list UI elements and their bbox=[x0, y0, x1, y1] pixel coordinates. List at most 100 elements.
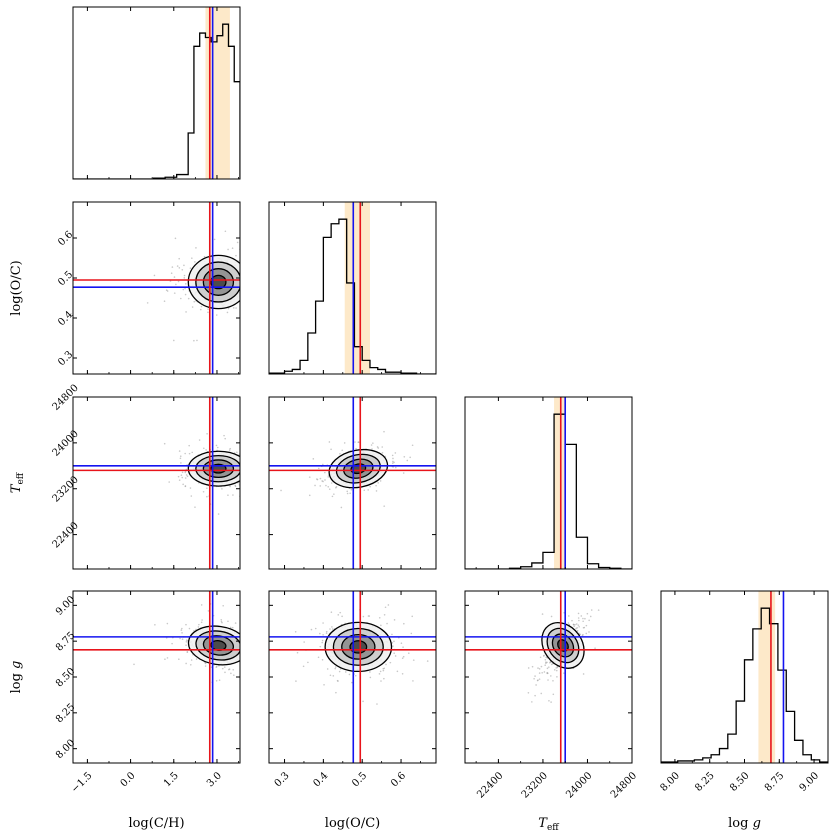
sample-point bbox=[249, 256, 251, 258]
sample-point bbox=[246, 660, 248, 662]
sample-point bbox=[200, 621, 203, 624]
sample-point bbox=[578, 626, 580, 628]
sample-point bbox=[153, 274, 156, 277]
sample-point bbox=[588, 631, 590, 633]
x-tick-label: 1.5 bbox=[162, 770, 181, 789]
sample-point bbox=[246, 643, 248, 645]
sample-point bbox=[555, 669, 558, 672]
x-tick-label: 3.0 bbox=[205, 770, 224, 789]
sample-point bbox=[567, 615, 570, 617]
sample-point bbox=[335, 485, 338, 488]
sample-point bbox=[184, 485, 187, 488]
sample-point bbox=[193, 339, 195, 342]
sample-point bbox=[232, 307, 235, 309]
sample-point bbox=[310, 628, 313, 631]
sample-point bbox=[235, 254, 237, 257]
sample-point bbox=[314, 627, 317, 630]
sample-point bbox=[221, 667, 224, 670]
sample-point bbox=[354, 441, 356, 443]
sample-point bbox=[215, 679, 218, 682]
histogram-step bbox=[465, 413, 632, 569]
sample-point bbox=[168, 481, 170, 483]
sample-point bbox=[394, 452, 397, 454]
sample-point bbox=[241, 466, 243, 468]
sample-point bbox=[166, 657, 169, 659]
sample-point bbox=[331, 495, 334, 498]
sample-point bbox=[322, 463, 324, 466]
sample-point bbox=[410, 632, 413, 635]
sample-point bbox=[243, 657, 245, 659]
sample-point bbox=[180, 629, 183, 631]
sample-point bbox=[349, 492, 351, 495]
sample-point bbox=[245, 292, 247, 294]
sample-point bbox=[302, 665, 305, 668]
sample-point bbox=[247, 476, 249, 478]
sample-point bbox=[227, 494, 229, 496]
sample-point bbox=[284, 277, 286, 279]
sample-point bbox=[369, 676, 372, 679]
sample-point bbox=[325, 632, 328, 634]
sample-point bbox=[198, 623, 200, 626]
sample-point bbox=[245, 277, 247, 279]
sample-point bbox=[188, 627, 191, 630]
sample-point bbox=[185, 639, 188, 641]
sample-point bbox=[220, 619, 223, 621]
sample-point bbox=[582, 620, 584, 623]
ticks-2-2 bbox=[475, 397, 633, 569]
sample-point bbox=[253, 650, 255, 652]
sample-point bbox=[224, 230, 227, 233]
sample-point bbox=[536, 679, 539, 682]
sample-point bbox=[221, 488, 223, 490]
sample-point bbox=[232, 494, 234, 496]
sample-point bbox=[538, 672, 541, 674]
sample-point bbox=[391, 633, 393, 636]
sample-point bbox=[294, 631, 297, 633]
panel-frame bbox=[268, 201, 437, 375]
sample-point bbox=[227, 307, 230, 310]
sample-point bbox=[314, 484, 316, 487]
sample-point bbox=[195, 628, 197, 631]
sample-point bbox=[588, 619, 590, 622]
sample-point bbox=[393, 640, 395, 643]
sample-point bbox=[552, 679, 554, 682]
sample-point bbox=[206, 495, 208, 498]
sample-point bbox=[394, 466, 397, 469]
sample-point bbox=[249, 448, 251, 450]
sample-point bbox=[265, 469, 267, 471]
sample-point bbox=[335, 691, 337, 694]
sample-point bbox=[339, 453, 341, 455]
sample-point bbox=[260, 654, 262, 656]
sample-point bbox=[249, 635, 251, 637]
sample-point bbox=[379, 670, 382, 673]
sample-point bbox=[574, 623, 576, 626]
sample-point bbox=[177, 475, 180, 478]
sample-point bbox=[534, 694, 536, 697]
sample-point bbox=[389, 661, 392, 664]
sample-point bbox=[248, 307, 250, 309]
panel-frame bbox=[268, 396, 437, 570]
sample-point bbox=[185, 623, 187, 626]
sample-point bbox=[382, 669, 385, 672]
sample-point bbox=[580, 615, 583, 617]
x-tick-label: 0.5 bbox=[350, 770, 369, 789]
sample-point bbox=[189, 267, 192, 269]
ticks-2-0 bbox=[73, 396, 240, 569]
sample-point bbox=[193, 300, 196, 303]
sample-point bbox=[252, 269, 254, 271]
sample-point bbox=[547, 666, 550, 668]
sample-point bbox=[258, 317, 260, 319]
histogram-Teff bbox=[465, 397, 632, 569]
sample-point bbox=[258, 651, 260, 653]
sample-point bbox=[183, 274, 186, 277]
sample-point bbox=[188, 444, 190, 447]
y-tick-label: 0.3 bbox=[56, 349, 75, 368]
sample-point bbox=[575, 627, 577, 630]
sample-point bbox=[252, 468, 254, 470]
sample-point bbox=[341, 449, 344, 452]
ticks-2-1 bbox=[269, 396, 436, 569]
ticks-3-3 bbox=[674, 591, 815, 763]
sample-point bbox=[215, 314, 218, 316]
sample-point bbox=[205, 449, 207, 451]
sample-point bbox=[215, 665, 218, 668]
sample-point bbox=[393, 652, 395, 655]
